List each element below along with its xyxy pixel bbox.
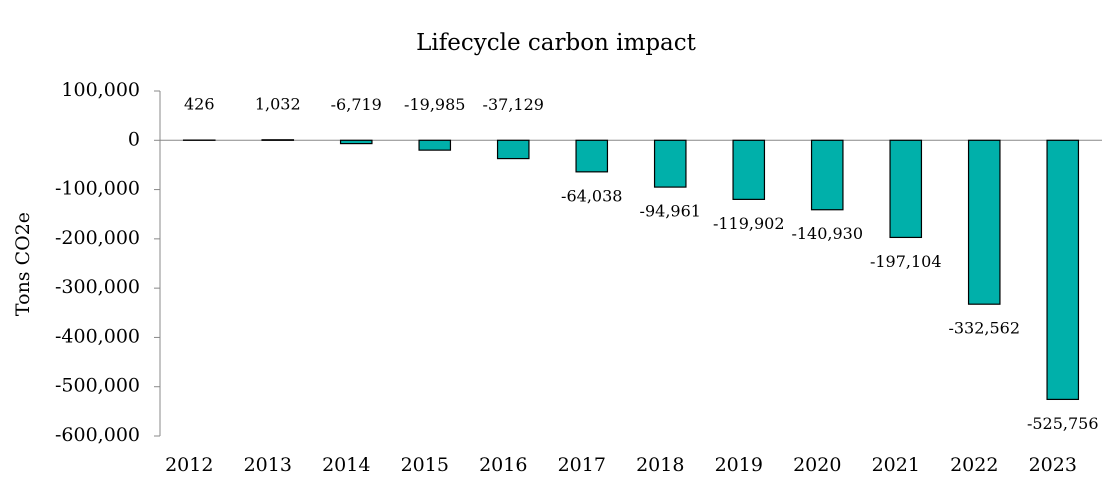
value-label: -64,038 [561,186,622,205]
y-tick-label: 100,000 [61,79,140,101]
value-label: 426 [184,95,215,114]
bar [653,139,687,188]
x-tick-label: 2019 [715,454,763,476]
bar [261,139,295,141]
chart-title: Lifecycle carbon impact [416,30,697,56]
value-label: -332,562 [948,319,1020,338]
value-label: -37,129 [483,95,544,114]
bar [575,139,609,173]
x-tick-label: 2022 [950,454,998,476]
bar [418,139,452,151]
value-label: -119,902 [713,214,785,233]
x-tick-label: 2015 [401,454,449,476]
x-tick-label: 2014 [322,454,370,476]
value-label: -6,719 [331,95,382,114]
bar [1046,139,1080,401]
bar [967,139,1001,305]
x-tick-label: 2018 [636,454,684,476]
y-tick-label: -400,000 [55,325,140,347]
x-tick-label: 2013 [244,454,292,476]
value-label: -140,930 [791,224,863,243]
value-label: -525,756 [1027,414,1099,433]
value-label: -94,961 [640,202,701,221]
bar [496,139,530,160]
bar [732,139,766,200]
x-tick-label: 2020 [793,454,841,476]
x-tick-label: 2016 [479,454,527,476]
bar [889,139,923,239]
x-tick-label: 2023 [1029,454,1077,476]
x-tick-label: 2021 [872,454,920,476]
value-label: -19,985 [404,95,465,114]
x-tick-label: 2017 [558,454,606,476]
y-tick-label: -300,000 [55,276,140,298]
bar [810,139,844,211]
value-label: 1,032 [255,94,301,113]
y-tick-label: 0 [128,128,140,150]
y-axis-label: Tons CO2e [12,212,34,316]
y-tick-label: -600,000 [55,424,140,446]
x-tick-label: 2012 [165,454,213,476]
bar [339,139,373,145]
y-tick-label: -500,000 [55,375,140,397]
y-tick-label: -200,000 [55,227,140,249]
value-label: -197,104 [870,252,942,271]
y-tick-label: -100,000 [55,178,140,200]
